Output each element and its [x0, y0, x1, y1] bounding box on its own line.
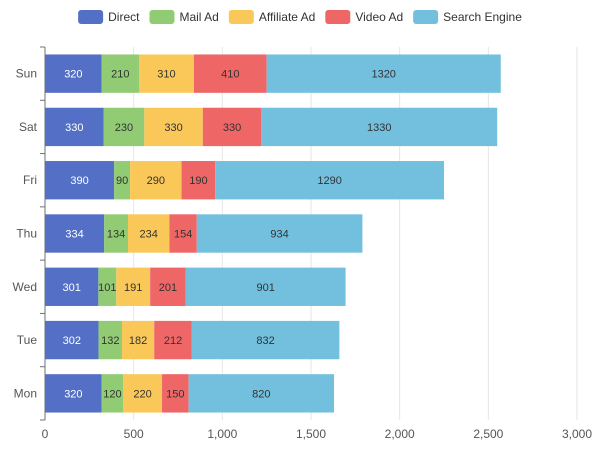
- bar-segment: [45, 374, 102, 413]
- bar-segment: [101, 374, 124, 413]
- bar-segment: [45, 107, 104, 147]
- data-label: 832: [256, 335, 274, 347]
- bar-segment: [196, 214, 363, 253]
- data-label: 901: [257, 282, 275, 294]
- x-tick-label: 0: [42, 427, 49, 441]
- data-label: 234: [140, 229, 158, 241]
- data-label: 150: [166, 388, 184, 400]
- legend-label[interactable]: Mail Ad: [179, 10, 218, 24]
- bar-segment: [154, 320, 192, 360]
- bar-segment: [162, 374, 189, 413]
- data-label: 302: [63, 335, 81, 347]
- legend-label[interactable]: Video Ad: [355, 10, 403, 24]
- data-label: 120: [103, 388, 121, 400]
- data-label: 290: [147, 175, 165, 187]
- bar-segment: [116, 267, 151, 306]
- data-label: 154: [174, 229, 192, 241]
- data-label: 301: [63, 282, 81, 294]
- bar-segment: [185, 267, 346, 306]
- data-label: 1330: [367, 122, 391, 134]
- bar-segment: [103, 107, 145, 147]
- bar-segment: [98, 267, 117, 306]
- bar-segment: [193, 54, 267, 93]
- data-label: 201: [159, 282, 177, 294]
- legend-swatch[interactable]: [325, 10, 351, 24]
- data-label: 190: [189, 175, 207, 187]
- bar-segment: [45, 267, 99, 306]
- bar-segment: [45, 214, 105, 253]
- data-label: 320: [64, 388, 82, 400]
- data-label: 330: [223, 122, 241, 134]
- bar-segment: [202, 107, 262, 147]
- data-label: 820: [252, 388, 270, 400]
- bar-segment: [98, 320, 122, 360]
- bar-segment: [261, 107, 498, 147]
- bar-segment: [181, 161, 216, 200]
- data-label: 334: [65, 229, 83, 241]
- legend-swatch[interactable]: [413, 10, 439, 24]
- data-label: 934: [270, 229, 288, 241]
- bar-segment: [130, 161, 182, 200]
- data-label: 310: [157, 69, 175, 81]
- legend-swatch[interactable]: [78, 10, 104, 24]
- bar-segment: [266, 54, 501, 93]
- bar-segment: [45, 161, 115, 200]
- data-label: 1290: [317, 175, 341, 187]
- x-tick-label: 3,000: [562, 427, 592, 441]
- bar-segment: [101, 54, 139, 93]
- bar-segment: [188, 374, 335, 413]
- bar-segment: [150, 267, 186, 306]
- x-tick-label: 1,500: [296, 427, 326, 441]
- data-label: 132: [101, 335, 119, 347]
- bar-segment: [45, 320, 99, 360]
- data-label: 191: [124, 282, 142, 294]
- legend-label[interactable]: Search Engine: [443, 10, 522, 24]
- data-label: 101: [98, 282, 116, 294]
- bar-segment: [191, 320, 340, 360]
- data-label: 320: [64, 69, 82, 81]
- data-label: 230: [115, 122, 133, 134]
- bar-segment: [114, 161, 131, 200]
- bar-segment: [45, 54, 102, 93]
- bar-segment: [123, 374, 163, 413]
- data-label: 1320: [371, 69, 395, 81]
- category-label: Wed: [13, 280, 37, 294]
- x-tick-label: 1,000: [207, 427, 237, 441]
- category-label: Sun: [16, 67, 37, 81]
- x-tick-label: 2,000: [385, 427, 415, 441]
- category-label: Fri: [23, 173, 37, 187]
- data-label: 210: [111, 69, 129, 81]
- data-label: 330: [65, 122, 83, 134]
- bar-segment: [144, 107, 203, 147]
- bar-segment: [127, 214, 170, 253]
- data-label: 90: [116, 175, 128, 187]
- bar-segment: [215, 161, 444, 200]
- data-label: 220: [133, 388, 151, 400]
- category-label: Thu: [16, 227, 37, 241]
- x-tick-label: 2,500: [473, 427, 503, 441]
- legend-swatch[interactable]: [149, 10, 175, 24]
- data-label: 330: [164, 122, 182, 134]
- bar-segment: [121, 320, 155, 360]
- legend-label[interactable]: Affiliate Ad: [259, 10, 315, 24]
- data-label: 134: [107, 229, 125, 241]
- category-label: Sat: [19, 120, 38, 134]
- bar-segment: [104, 214, 128, 253]
- legend-label[interactable]: Direct: [108, 10, 140, 24]
- category-label: Tue: [17, 333, 38, 347]
- bar-segment: [169, 214, 197, 253]
- data-label: 390: [70, 175, 88, 187]
- data-label: 410: [221, 69, 239, 81]
- x-tick-label: 500: [124, 427, 144, 441]
- category-label: Mon: [14, 386, 37, 400]
- data-label: 182: [129, 335, 147, 347]
- legend-swatch[interactable]: [228, 10, 254, 24]
- bar-segment: [138, 54, 194, 93]
- data-label: 212: [164, 335, 182, 347]
